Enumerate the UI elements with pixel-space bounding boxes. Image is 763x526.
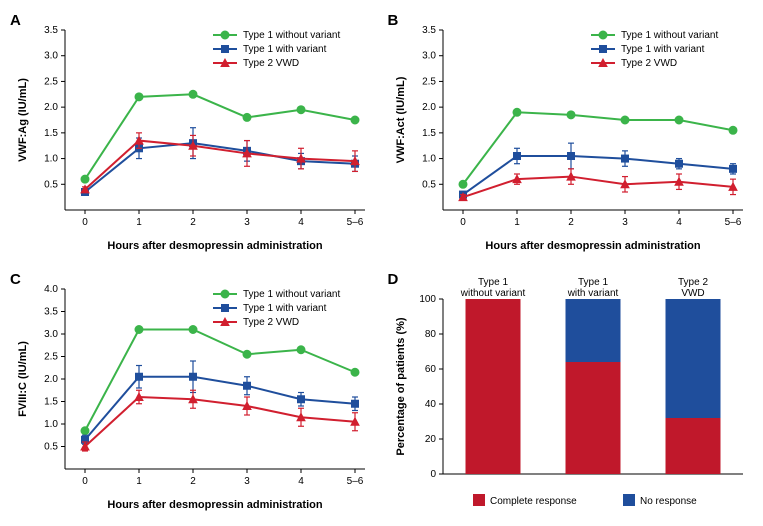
- svg-text:1: 1: [136, 476, 142, 487]
- panel-a: A 0.5 1.0 1.5 2.0 2.5 3.0 3.5 0 1 2 3 4 5–6 Hours aft…: [10, 10, 376, 257]
- panel-label-a: A: [10, 12, 21, 29]
- svg-text:Percentage of patients (%): Percentage of patients (%): [395, 317, 407, 455]
- svg-text:3.0: 3.0: [44, 51, 58, 62]
- panel-b: B 0.5 1.0 1.5 2.0 2.5 3.0 3.5 0 1 2 3 4 5–6 Hours aft…: [388, 10, 754, 257]
- svg-text:0.5: 0.5: [44, 179, 58, 190]
- svg-text:Hours after desmopressin admin: Hours after desmopressin administration: [485, 240, 700, 252]
- svg-text:Type 1: Type 1: [577, 277, 607, 288]
- svg-text:1.5: 1.5: [422, 128, 436, 139]
- panel-c: C 0.5 1.0 1.5 2.0 2.5 3.0 3.5 4.0 0 1 2 3 4 5–6 Hours …: [10, 269, 376, 516]
- panel-label-d: D: [388, 271, 399, 288]
- svg-text:3.5: 3.5: [44, 307, 58, 318]
- svg-text:1.0: 1.0: [44, 419, 58, 430]
- svg-text:Type 1 with variant: Type 1 with variant: [621, 44, 705, 55]
- svg-text:Type 2 VWD: Type 2 VWD: [621, 58, 677, 69]
- svg-text:3: 3: [622, 217, 628, 228]
- svg-text:1.0: 1.0: [422, 154, 436, 165]
- svg-text:2.0: 2.0: [44, 374, 58, 385]
- svg-text:with variant: with variant: [566, 288, 618, 299]
- svg-text:1.5: 1.5: [44, 128, 58, 139]
- svg-text:3.0: 3.0: [44, 329, 58, 340]
- svg-text:2.0: 2.0: [44, 102, 58, 113]
- svg-text:3.5: 3.5: [44, 25, 58, 36]
- svg-text:1.5: 1.5: [44, 397, 58, 408]
- svg-text:5–6: 5–6: [724, 217, 741, 228]
- svg-text:No response: No response: [640, 496, 697, 507]
- chart-c: 0.5 1.0 1.5 2.0 2.5 3.0 3.5 4.0 0 1 2 3 4 5–6 Hours af…: [10, 269, 375, 514]
- svg-text:0: 0: [82, 217, 88, 228]
- svg-text:Hours after desmopressin admin: Hours after desmopressin administration: [107, 499, 322, 511]
- svg-text:Type 2 VWD: Type 2 VWD: [243, 58, 299, 69]
- svg-text:Hours after desmopressin admin: Hours after desmopressin administration: [107, 240, 322, 252]
- svg-text:VWD: VWD: [681, 288, 704, 299]
- panel-label-b: B: [388, 12, 399, 29]
- svg-text:20: 20: [424, 434, 436, 445]
- svg-text:without variant: without variant: [459, 288, 525, 299]
- svg-text:4: 4: [298, 476, 304, 487]
- svg-text:0: 0: [460, 217, 466, 228]
- svg-text:2.5: 2.5: [422, 76, 436, 87]
- svg-text:3.0: 3.0: [422, 51, 436, 62]
- panel-d: D 0 20 40 60 80 100 Percentage of patients (%)…: [388, 269, 754, 516]
- chart-grid: A 0.5 1.0 1.5 2.0 2.5 3.0 3.5 0 1 2 3 4 5–6 Hours aft…: [10, 10, 753, 516]
- svg-text:0: 0: [430, 469, 436, 480]
- svg-text:Type 1 with variant: Type 1 with variant: [243, 44, 327, 55]
- svg-text:80: 80: [424, 329, 436, 340]
- svg-text:0.5: 0.5: [422, 179, 436, 190]
- chart-b: 0.5 1.0 1.5 2.0 2.5 3.0 3.5 0 1 2 3 4 5–6 Hours after…: [388, 10, 753, 255]
- svg-text:1: 1: [514, 217, 520, 228]
- svg-text:Type 1 without variant: Type 1 without variant: [243, 30, 340, 41]
- svg-text:3: 3: [244, 217, 250, 228]
- svg-text:VWF:Ag (IU/mL): VWF:Ag (IU/mL): [17, 78, 29, 162]
- chart-a: 0.5 1.0 1.5 2.0 2.5 3.0 3.5 0 1 2 3 4 5–6 Hours after…: [10, 10, 375, 255]
- svg-text:FVIII:C (IU/mL): FVIII:C (IU/mL): [17, 341, 29, 417]
- svg-text:5–6: 5–6: [347, 217, 364, 228]
- svg-text:3: 3: [244, 476, 250, 487]
- svg-text:2: 2: [190, 217, 196, 228]
- svg-text:100: 100: [419, 294, 436, 305]
- svg-text:40: 40: [424, 399, 436, 410]
- svg-text:Type 1: Type 1: [477, 277, 507, 288]
- panel-label-c: C: [10, 271, 21, 288]
- svg-text:0: 0: [82, 476, 88, 487]
- svg-text:4.0: 4.0: [44, 284, 58, 295]
- svg-text:60: 60: [424, 364, 436, 375]
- svg-text:4: 4: [298, 217, 304, 228]
- chart-d: 0 20 40 60 80 100 Percentage of patients (%) Ty…: [388, 269, 753, 514]
- svg-text:Type 2 VWD: Type 2 VWD: [243, 317, 299, 328]
- svg-text:Type 1 with variant: Type 1 with variant: [243, 303, 327, 314]
- svg-text:2.0: 2.0: [422, 102, 436, 113]
- svg-text:4: 4: [676, 217, 682, 228]
- svg-text:0.5: 0.5: [44, 442, 58, 453]
- svg-text:2: 2: [568, 217, 574, 228]
- svg-text:Type 2: Type 2: [677, 277, 707, 288]
- svg-text:2: 2: [190, 476, 196, 487]
- svg-text:Type 1 without variant: Type 1 without variant: [621, 30, 718, 41]
- svg-text:3.5: 3.5: [422, 25, 436, 36]
- svg-text:2.5: 2.5: [44, 76, 58, 87]
- svg-text:1.0: 1.0: [44, 154, 58, 165]
- svg-text:Type 1 without variant: Type 1 without variant: [243, 289, 340, 300]
- svg-text:Complete response: Complete response: [490, 496, 577, 507]
- svg-text:VWF:Act (IU/mL): VWF:Act (IU/mL): [395, 76, 407, 163]
- svg-text:5–6: 5–6: [347, 476, 364, 487]
- svg-text:1: 1: [136, 217, 142, 228]
- svg-text:2.5: 2.5: [44, 352, 58, 363]
